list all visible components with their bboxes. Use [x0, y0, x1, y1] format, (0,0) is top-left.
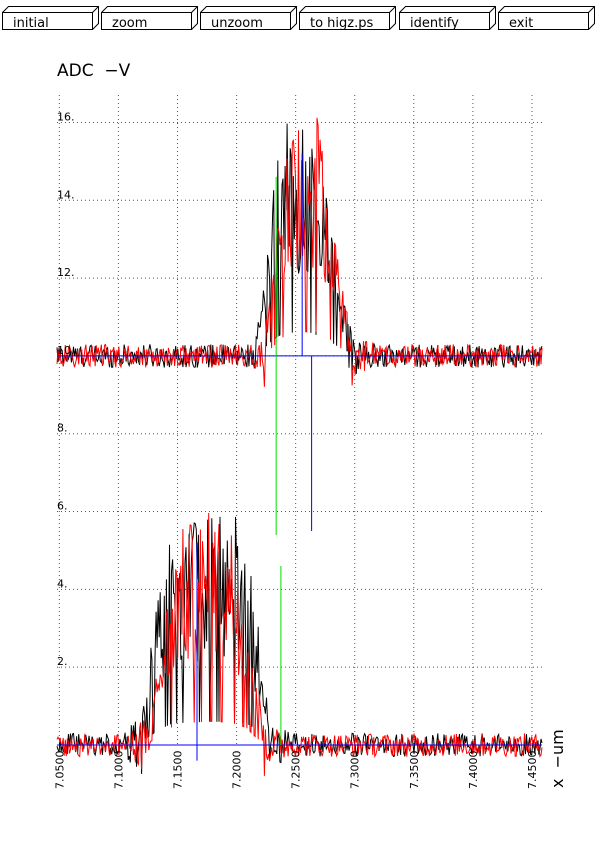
chart: 2. 4. 6. 8. 10. 12. 14. 16. 7.0500 7.1000 7.1500 7.… [53, 61, 567, 789]
tick-labels: 2. 4. 6. 8. 10. 12. 14. 16. 7.0500 7.1000 7.1500 7.… [53, 110, 539, 789]
y-axis-label: ADC −V [57, 61, 131, 81]
button-bevel [2, 6, 99, 30]
y-tick-label: 8. [57, 422, 68, 435]
button-bevel [101, 6, 198, 30]
series-black-trace [56, 516, 543, 775]
button-bevel [200, 6, 297, 30]
to-higz-label: to higz.ps [299, 12, 390, 30]
exit-label: exit [498, 12, 589, 30]
identify-label: identify [399, 12, 490, 30]
y-tick-label: 16. [57, 110, 75, 123]
toolbar: initial zoom unzoom to higz.ps identify exit [0, 0, 600, 40]
button-bevel [399, 6, 496, 30]
unzoom-button[interactable]: unzoom [200, 6, 297, 30]
y-tick-label: 4. [57, 577, 68, 590]
x-tick-label: 7.4500 [526, 751, 539, 790]
to-higz-button[interactable]: to higz.ps [299, 6, 396, 30]
y-tick-label: 2. [57, 655, 68, 668]
y-tick-label: 6. [57, 500, 68, 513]
x-tick-label: 7.1500 [172, 751, 185, 790]
x-tick-label: 7.4000 [467, 751, 480, 790]
initial-button[interactable]: initial [2, 6, 99, 30]
initial-label: initial [2, 12, 93, 30]
x-tick-label: 7.2500 [290, 751, 303, 790]
markers [196, 153, 313, 761]
button-bevel [498, 6, 595, 30]
series-layer [56, 117, 543, 776]
y-tick-label: 14. [57, 188, 75, 201]
unzoom-label: unzoom [200, 12, 291, 30]
button-bevel [299, 6, 396, 30]
x-tick-label: 7.1000 [112, 751, 125, 790]
baselines [57, 355, 542, 746]
x-axis-label: x −um [548, 729, 567, 788]
zoom-label: zoom [101, 12, 192, 30]
x-tick-label: 7.0500 [53, 751, 66, 790]
x-tick-label: 7.3500 [408, 751, 421, 790]
y-tick-label: 12. [57, 266, 75, 279]
series-red-trace [56, 117, 543, 387]
zoom-button[interactable]: zoom [101, 6, 198, 30]
grid [57, 95, 542, 745]
x-tick-label: 7.3000 [349, 751, 362, 790]
identify-button[interactable]: identify [399, 6, 496, 30]
y-tick-label: 10. [57, 344, 75, 357]
series-red-trace [56, 512, 543, 776]
exit-button[interactable]: exit [498, 6, 595, 30]
x-tick-label: 7.2000 [231, 751, 244, 790]
